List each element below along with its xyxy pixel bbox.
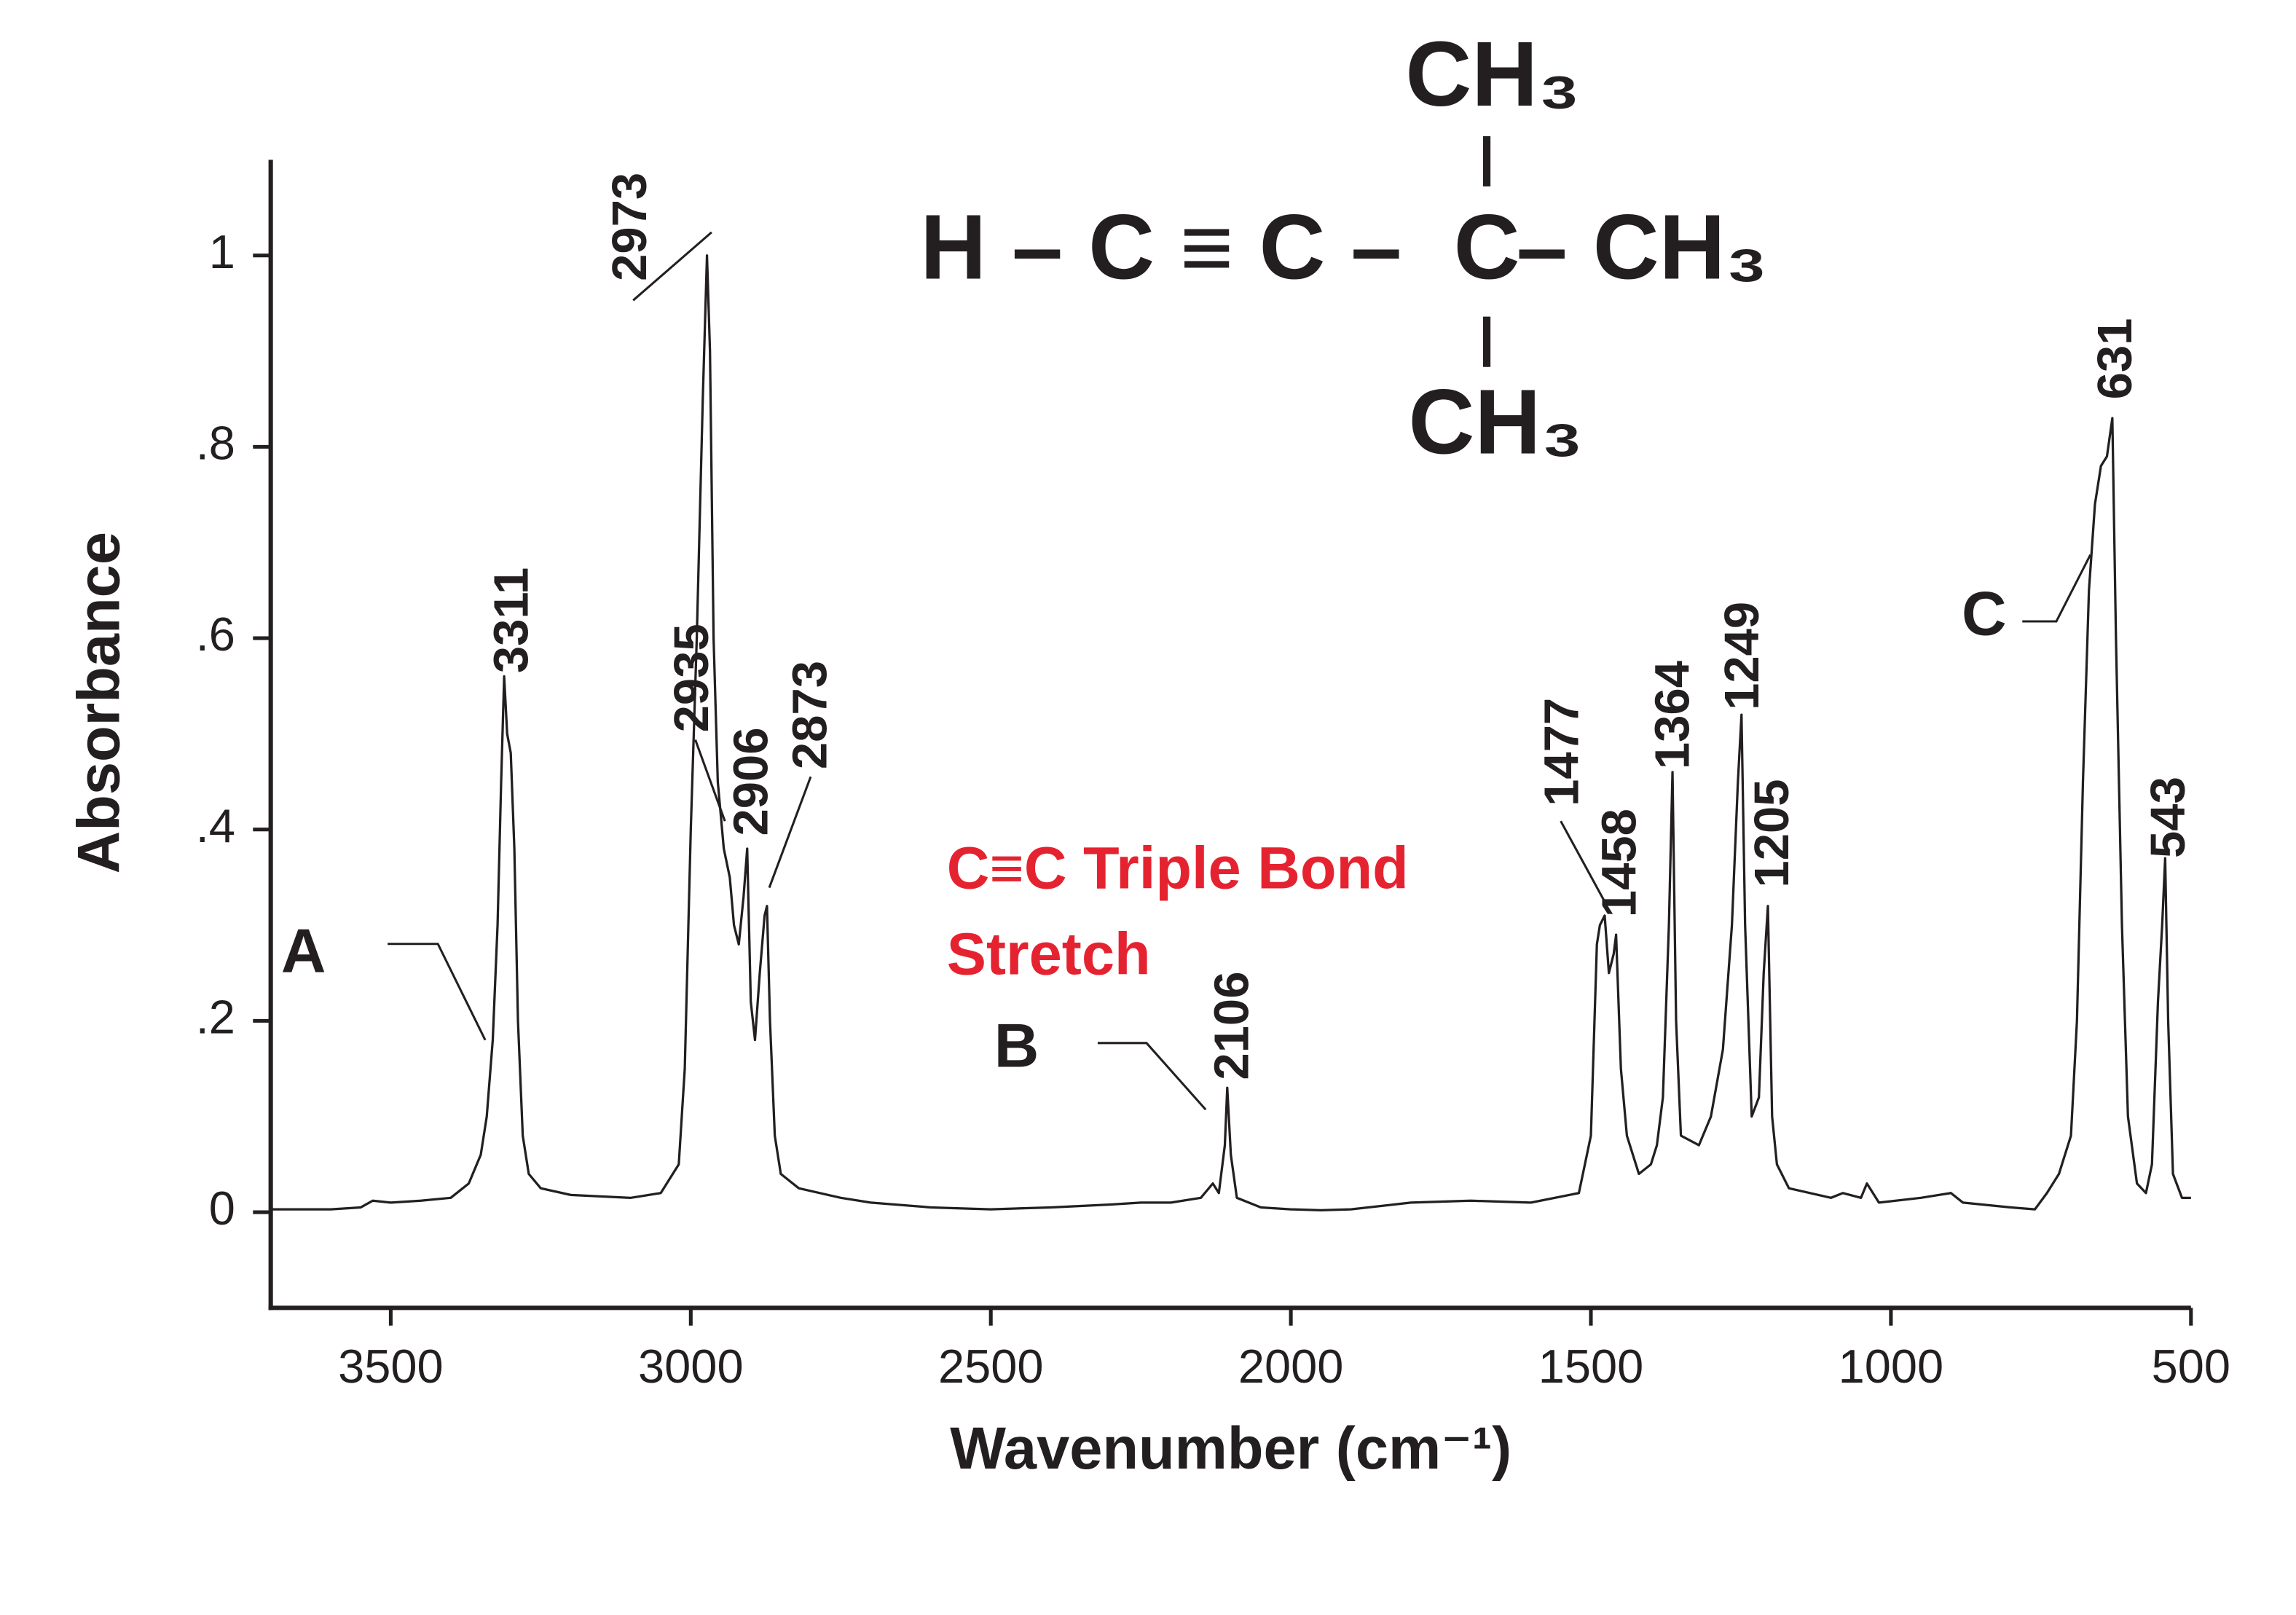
- peak-label: 2906: [723, 727, 778, 836]
- leader: [1097, 1042, 1207, 1111]
- leader: [694, 739, 726, 822]
- structure-bottom: CH₃: [1408, 370, 1583, 473]
- y-tick-label: 0: [209, 1182, 235, 1235]
- structure-right: – CH₃: [1517, 196, 1768, 299]
- peak-label: 1205: [1745, 779, 1799, 887]
- y-tick-label: .4: [196, 799, 235, 852]
- y-tick-label: .2: [196, 991, 235, 1044]
- y-tick-label: .6: [196, 608, 235, 661]
- x-tick-label: 3500: [338, 1340, 444, 1393]
- leader: [388, 943, 487, 1041]
- peak-label: 1477: [1534, 698, 1589, 806]
- x-axis-title: Wavenumber (cm⁻¹): [950, 1415, 1511, 1482]
- peak-label: 2873: [783, 661, 838, 769]
- peak-label: 2935: [664, 624, 719, 732]
- leader: [768, 776, 812, 889]
- x-tick-label: 3000: [638, 1340, 744, 1393]
- x-tick-label: 1500: [1538, 1340, 1644, 1393]
- x-tick-label: 500: [2152, 1340, 2230, 1393]
- structure-main: H – C ≡ C –: [920, 196, 1401, 299]
- peak-label: 1364: [1646, 661, 1700, 769]
- peak-label: 1458: [1592, 809, 1647, 917]
- x-tick-label: 2000: [1238, 1340, 1344, 1393]
- highlight-text: C≡C Triple Bond: [947, 836, 1409, 902]
- highlight-text: Stretch: [947, 922, 1151, 988]
- spectrum-line: [270, 254, 2191, 1212]
- peak-label: 543: [2141, 777, 2195, 858]
- peak-label: 631: [2088, 318, 2142, 400]
- peak-label: 1249: [1715, 602, 1769, 710]
- leader: [1560, 820, 1606, 903]
- x-tick-label: 2500: [938, 1340, 1044, 1393]
- structure-top: CH₃: [1405, 23, 1580, 125]
- leader: [632, 231, 712, 302]
- peak-label: 2973: [602, 173, 657, 281]
- region-label: C: [1962, 579, 2007, 648]
- peak-label: 3311: [484, 567, 538, 673]
- structure-center: C: [1454, 196, 1520, 299]
- peak-label: 2106: [1205, 972, 1259, 1080]
- region-label: A: [281, 917, 326, 986]
- y-axis-title: Absorbance: [66, 532, 133, 873]
- y-tick-label: .8: [196, 417, 235, 470]
- region-label: B: [994, 1012, 1039, 1081]
- leader: [2022, 554, 2092, 623]
- x-tick-label: 1000: [1839, 1340, 1944, 1393]
- y-tick-label: 1: [209, 225, 235, 278]
